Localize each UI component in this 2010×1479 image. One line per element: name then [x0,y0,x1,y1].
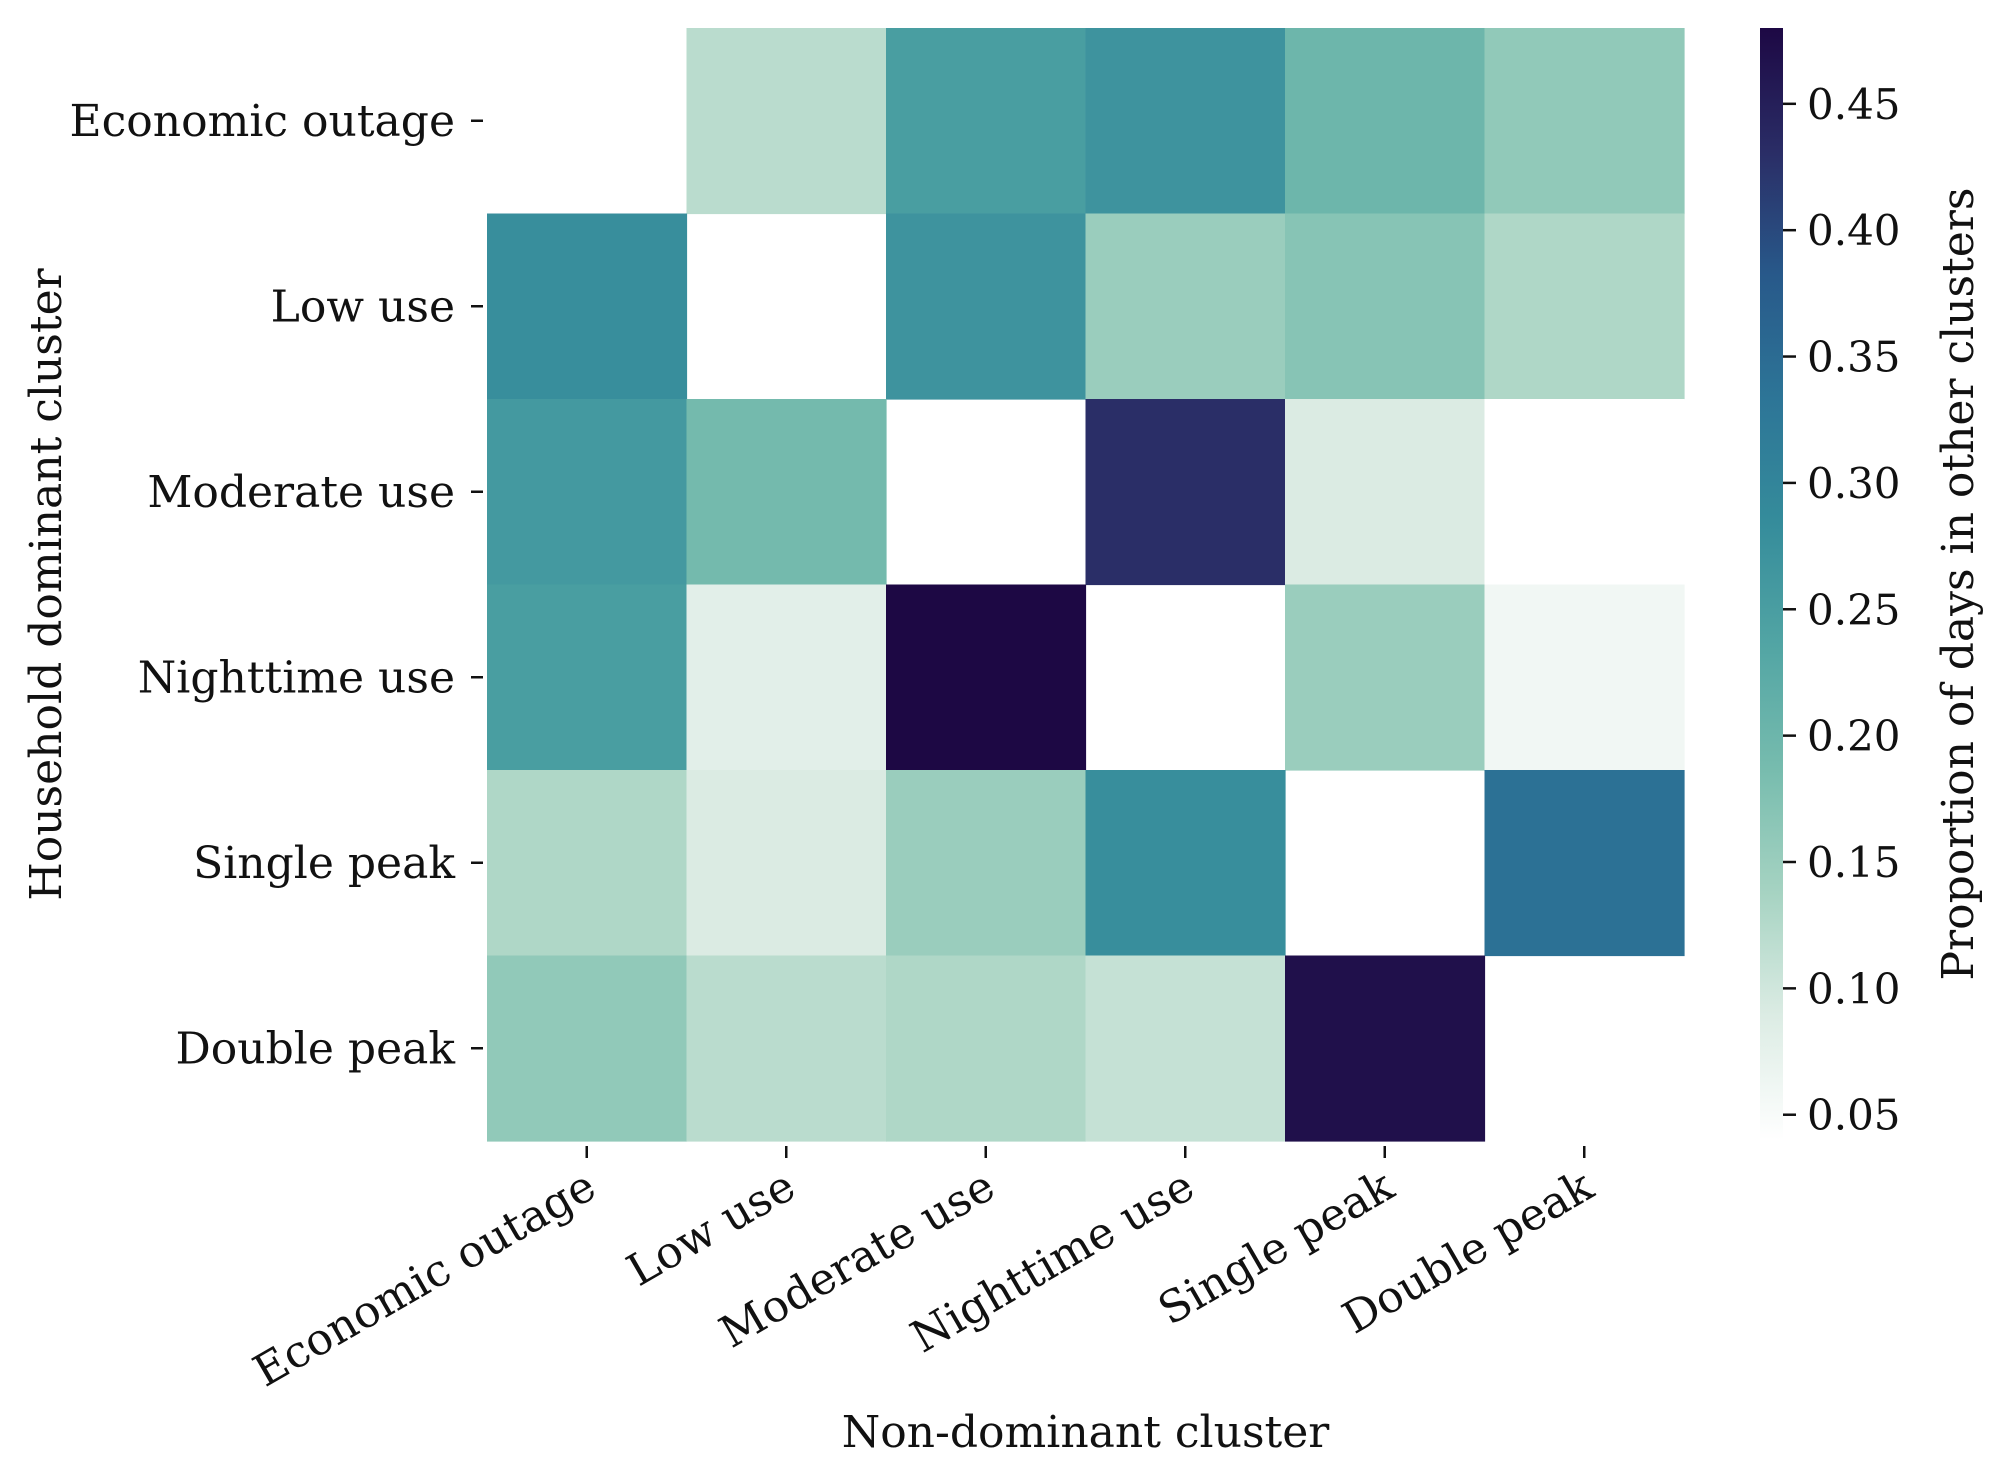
heatmap-cell [686,584,887,771]
heatmap-cell [686,770,887,957]
colorbar-gradient [1760,28,1783,1140]
heatmap-cell [1285,955,1486,1142]
colorbar-tick-label: 0.25 [1807,585,1901,634]
colorbar-tick-label: 0.40 [1807,206,1901,255]
heatmap-cell [1484,770,1685,957]
heatmap-cell [1484,28,1685,215]
colorbar: 0.05 0.10 0.15 0.20 0.25 0.30 0.35 0.40 0.45 [1760,28,1901,1140]
heatmap-cell [1085,770,1286,957]
colorbar-tick-label: 0.45 [1807,80,1901,129]
y-tick-label: Low use [271,281,455,332]
heatmap-cell [487,955,688,1142]
y-tick-label: Moderate use [147,467,455,518]
colorbar-tick-label: 0.15 [1807,838,1901,887]
heatmap-cell [1484,399,1685,586]
heatmap-cell [886,955,1087,1142]
heatmap-cell [1085,955,1286,1142]
colorbar-tick-label: 0.30 [1807,459,1901,508]
heatmap-cell [886,213,1087,400]
heatmap-cell [1285,399,1486,586]
heatmap-cell [487,584,688,771]
colorbar-tick-label: 0.05 [1807,1091,1901,1140]
heatmap-cell [487,399,688,586]
heatmap-cell [1484,213,1685,400]
y-axis-title: Household dominant cluster [21,267,72,900]
heatmap-cell [686,28,887,215]
heatmap-cell [1285,213,1486,400]
heatmap-cell [686,955,887,1142]
heatmap-cell [1085,28,1286,215]
y-tick-label: Single peak [193,838,455,889]
heatmap-cell [1285,584,1486,771]
heatmap-cell [487,213,688,400]
heatmap-cell [1085,399,1286,586]
heatmap-cell [1484,584,1685,771]
x-tick-label: Economic outage [245,1160,604,1397]
colorbar-tick-label: 0.35 [1807,333,1901,382]
colorbar-tick-label: 0.20 [1807,712,1901,761]
heatmap-cell [886,770,1087,957]
heatmap-cell [886,28,1087,215]
colorbar-tick-label: 0.10 [1807,964,1901,1013]
heatmap-cell [886,584,1087,771]
heatmap-cells [487,28,1685,1142]
colorbar-title: Proportion of days in other clusters [1933,188,1984,981]
heatmap-cell [1085,213,1286,400]
heatmap-cell [1285,28,1486,215]
y-axis: Economic outage Low use Moderate use Nightt… [70,96,483,1074]
y-tick-label: Economic outage [70,96,455,147]
y-tick-label: Nighttime use [138,652,455,703]
x-axis-title: Non-dominant cluster [842,1407,1331,1458]
heatmap-cell [487,770,688,957]
y-tick-label: Double peak [176,1023,456,1074]
heatmap-cell [686,399,887,586]
